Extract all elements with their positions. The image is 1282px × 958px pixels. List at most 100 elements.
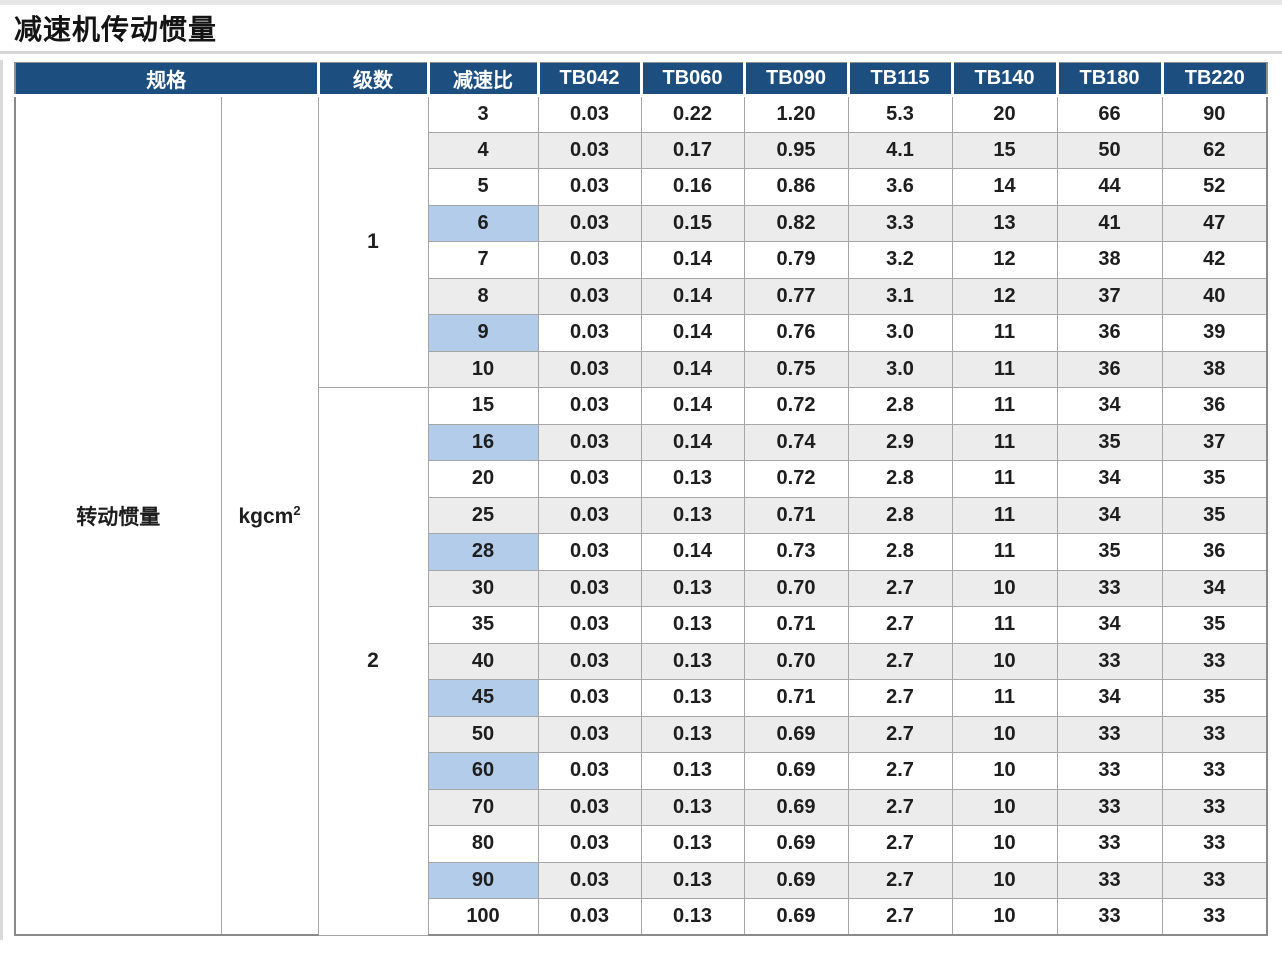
value-cell: 0.74 xyxy=(743,423,849,461)
table-row: 40 0.03 0.13 0.70 2.7 10 33 33 xyxy=(15,642,1268,680)
value-cell: 0.03 xyxy=(537,679,642,717)
value-cell: 34 xyxy=(1056,460,1163,498)
value-cell: 0.03 xyxy=(537,95,642,133)
value-cell: 0.14 xyxy=(640,241,745,279)
ratio-cell: 6 xyxy=(427,204,539,242)
value-cell: 0.75 xyxy=(743,350,849,388)
value-cell: 10 xyxy=(951,788,1058,826)
value-cell: 2.7 xyxy=(847,752,953,790)
value-cell: 2.9 xyxy=(847,423,953,461)
table-row: 转动惯量 kgcm2 1 3 0.03 0.22 1.20 5.3 20 66 90 xyxy=(14,95,1268,936)
value-cell: 0.03 xyxy=(537,387,642,425)
value-cell: 11 xyxy=(951,350,1058,388)
stage-cell: 1 xyxy=(317,95,429,388)
value-cell: 2.7 xyxy=(847,642,953,680)
table-row: 100 0.03 0.13 0.69 2.7 10 33 33 xyxy=(15,898,1268,936)
value-cell: 2.8 xyxy=(847,387,953,425)
ratio-cell: 16 xyxy=(427,423,539,461)
table-row: 60 0.03 0.13 0.69 2.7 10 33 33 xyxy=(15,752,1268,790)
value-cell: 0.14 xyxy=(640,277,745,315)
value-cell: 10 xyxy=(951,569,1058,607)
value-cell: 0.03 xyxy=(537,642,642,680)
value-cell: 0.73 xyxy=(743,533,849,571)
value-cell: 0.14 xyxy=(640,314,745,352)
value-cell: 10 xyxy=(951,861,1058,899)
value-cell: 33 xyxy=(1056,898,1163,936)
unit-cell: kgcm2 xyxy=(220,95,319,936)
value-cell: 0.03 xyxy=(537,825,642,863)
value-cell: 0.03 xyxy=(537,715,642,753)
inertia-table: 规格 级数 减速比 TB042 TB060 TB090 TB115 TB140 TB180 TB2… xyxy=(14,62,1268,936)
value-cell: 36 xyxy=(1161,533,1268,571)
value-cell: 2.8 xyxy=(847,496,953,534)
value-cell: 0.03 xyxy=(537,569,642,607)
value-cell: 0.03 xyxy=(537,241,642,279)
value-cell: 2.7 xyxy=(847,679,953,717)
value-cell: 90 xyxy=(1161,95,1268,133)
value-cell: 34 xyxy=(1056,679,1163,717)
model-header-cell: TB060 xyxy=(639,62,746,97)
table-row: 6 0.03 0.15 0.82 3.3 13 41 47 xyxy=(15,204,1268,242)
value-cell: 3.1 xyxy=(847,277,953,315)
value-cell: 33 xyxy=(1161,752,1268,790)
value-cell: 42 xyxy=(1161,241,1268,279)
value-cell: 33 xyxy=(1056,715,1163,753)
value-cell: 38 xyxy=(1056,241,1163,279)
value-cell: 0.13 xyxy=(640,898,745,936)
value-cell: 0.03 xyxy=(537,314,642,352)
model-header-cell: TB042 xyxy=(536,62,643,97)
ratio-cell: 50 xyxy=(427,715,539,753)
value-cell: 0.69 xyxy=(743,788,849,826)
value-cell: 0.69 xyxy=(743,898,849,936)
value-cell: 0.14 xyxy=(640,387,745,425)
value-cell: 11 xyxy=(951,387,1058,425)
value-cell: 14 xyxy=(951,168,1058,206)
value-cell: 33 xyxy=(1161,825,1268,863)
value-cell: 11 xyxy=(951,679,1058,717)
value-cell: 0.70 xyxy=(743,642,849,680)
value-cell: 35 xyxy=(1161,679,1268,717)
ratio-cell: 25 xyxy=(427,496,539,534)
ratio-cell: 9 xyxy=(427,314,539,352)
value-cell: 0.13 xyxy=(640,460,745,498)
table-row: 90 0.03 0.13 0.69 2.7 10 33 33 xyxy=(15,861,1268,899)
value-cell: 10 xyxy=(951,642,1058,680)
value-cell: 12 xyxy=(951,277,1058,315)
value-cell: 11 xyxy=(951,460,1058,498)
value-cell: 2.7 xyxy=(847,569,953,607)
ratio-cell: 40 xyxy=(427,642,539,680)
value-cell: 38 xyxy=(1161,350,1268,388)
value-cell: 35 xyxy=(1161,460,1268,498)
value-cell: 0.72 xyxy=(743,387,849,425)
value-cell: 34 xyxy=(1056,606,1163,644)
value-cell: 36 xyxy=(1056,350,1163,388)
table-row: 25 0.03 0.13 0.71 2.8 11 34 35 xyxy=(15,496,1268,534)
spec-header-cell: 规格 xyxy=(14,62,320,97)
value-cell: 33 xyxy=(1056,569,1163,607)
value-cell: 0.86 xyxy=(743,168,849,206)
value-cell: 11 xyxy=(951,423,1058,461)
value-cell: 0.03 xyxy=(537,533,642,571)
value-cell: 37 xyxy=(1056,277,1163,315)
value-cell: 2.8 xyxy=(847,533,953,571)
value-cell: 5.3 xyxy=(847,95,953,133)
ratio-cell: 35 xyxy=(427,606,539,644)
value-cell: 2.7 xyxy=(847,861,953,899)
model-header-cell: TB180 xyxy=(1055,62,1164,97)
value-cell: 15 xyxy=(951,131,1058,169)
value-cell: 33 xyxy=(1161,898,1268,936)
ratio-cell: 3 xyxy=(427,95,539,133)
value-cell: 44 xyxy=(1056,168,1163,206)
value-cell: 11 xyxy=(951,533,1058,571)
value-cell: 0.71 xyxy=(743,606,849,644)
value-cell: 0.03 xyxy=(537,496,642,534)
value-cell: 33 xyxy=(1056,752,1163,790)
value-cell: 34 xyxy=(1056,496,1163,534)
value-cell: 0.03 xyxy=(537,168,642,206)
ratio-cell: 60 xyxy=(427,752,539,790)
value-cell: 0.13 xyxy=(640,642,745,680)
value-cell: 0.82 xyxy=(743,204,849,242)
table-row: 4 0.03 0.17 0.95 4.1 15 50 62 xyxy=(15,131,1268,169)
value-cell: 3.6 xyxy=(847,168,953,206)
